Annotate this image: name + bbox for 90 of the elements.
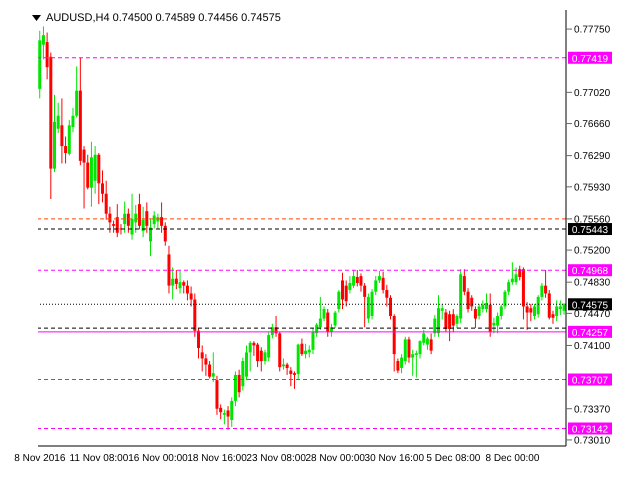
y-tick-label: 0.73370 <box>574 404 611 416</box>
y-tick-label: 0.75930 <box>574 182 611 194</box>
x-tick-label: 8 Dec 00:00 <box>485 453 540 464</box>
candlestick <box>562 302 566 316</box>
candlestick <box>555 300 558 322</box>
candlestick <box>378 270 381 284</box>
x-tick-label: 28 Nov 00:00 <box>305 453 366 464</box>
candlestick <box>123 201 126 234</box>
candlestick <box>478 303 481 320</box>
x-tick-label: 23 Nov 08:00 <box>246 453 306 464</box>
candlestick <box>142 206 145 238</box>
candlestick <box>226 406 230 430</box>
x-tick-label: 16 Nov 00:00 <box>128 453 188 464</box>
candlestick <box>337 289 340 314</box>
candlestick <box>356 270 359 288</box>
ref-line-label: 0.73707 <box>572 376 609 387</box>
candlestick <box>108 206 112 234</box>
candlestick <box>411 349 414 376</box>
candlestick <box>204 354 208 376</box>
candlestick <box>407 336 410 364</box>
candlestick <box>212 352 215 382</box>
candlestick <box>485 292 488 314</box>
y-tick-label: 0.73010 <box>574 435 611 446</box>
candlestick <box>341 272 344 310</box>
candlestick <box>282 358 285 370</box>
candlestick <box>130 193 134 240</box>
candlestick <box>304 343 308 359</box>
y-tick-label: 0.74830 <box>574 278 611 289</box>
candlestick <box>178 270 182 294</box>
candlestick <box>558 300 562 316</box>
candlestick <box>510 262 514 286</box>
candlestick <box>126 208 130 234</box>
y-tick-label: 0.76290 <box>574 151 611 162</box>
candlestick <box>496 312 500 334</box>
ref-line-label: 0.74968 <box>572 266 609 278</box>
candlestick <box>544 270 548 298</box>
candlestick <box>286 362 289 376</box>
candlestick <box>529 303 532 322</box>
candlestick <box>60 98 64 164</box>
chart-title: AUDUSD,H4 0.74500 0.74589 0.74456 0.74575 <box>46 12 281 24</box>
candlestick <box>238 369 241 398</box>
candlestick <box>300 338 304 356</box>
candlestick <box>145 202 148 234</box>
ref-line-label: 0.73142 <box>572 424 609 436</box>
candlestick <box>171 266 174 300</box>
candlestick <box>382 271 385 294</box>
candlestick <box>164 222 167 246</box>
x-tick-label: 5 Dec 08:00 <box>426 453 481 464</box>
x-tick-label: 18 Nov 16:00 <box>187 453 248 464</box>
candlestick <box>222 409 226 425</box>
ref-line-label: 0.74257 <box>572 328 609 339</box>
candlestick <box>536 294 540 318</box>
ref-line-label: 0.74575 <box>572 300 609 312</box>
candlestick <box>116 204 119 238</box>
candlestick <box>481 300 484 314</box>
candlestick <box>470 294 474 312</box>
y-tick-label: 0.74470 <box>574 308 611 320</box>
candlestick <box>293 370 296 390</box>
candlestick <box>230 396 234 428</box>
y-tick-label: 0.77020 <box>574 88 611 99</box>
candlestick <box>540 282 544 301</box>
candlestick <box>396 358 400 374</box>
candlestick <box>448 310 452 342</box>
candlestick <box>366 292 370 324</box>
y-tick-label: 0.75560 <box>574 214 611 226</box>
candlestick <box>452 308 455 333</box>
candlestick <box>260 346 263 372</box>
candlestick <box>318 296 322 330</box>
candlestick <box>174 270 178 290</box>
x-tick-label: 30 Nov 16:00 <box>364 453 424 464</box>
candlestick <box>267 332 270 362</box>
y-tick-label: 0.77750 <box>574 24 611 36</box>
candlestick <box>256 342 260 368</box>
candlestick <box>492 317 496 334</box>
x-tick-label: 8 Nov 2016 <box>14 453 66 464</box>
candlestick <box>182 280 186 294</box>
y-tick-label: 0.75200 <box>574 246 611 257</box>
candlestick <box>289 366 292 387</box>
candlestick <box>474 306 477 329</box>
ref-line-label: 0.77419 <box>572 54 609 65</box>
candlestick <box>138 193 141 230</box>
candlestick <box>426 336 429 350</box>
y-tick-label: 0.74100 <box>574 341 611 352</box>
x-tick-label: 11 Nov 08:00 <box>70 453 129 464</box>
candlestick <box>326 308 330 338</box>
ref-line-label: 0.75443 <box>572 225 609 236</box>
candlestick <box>430 332 433 355</box>
candlestick <box>404 336 407 366</box>
y-tick-label: 0.76660 <box>574 119 611 130</box>
candlestick <box>160 202 164 234</box>
